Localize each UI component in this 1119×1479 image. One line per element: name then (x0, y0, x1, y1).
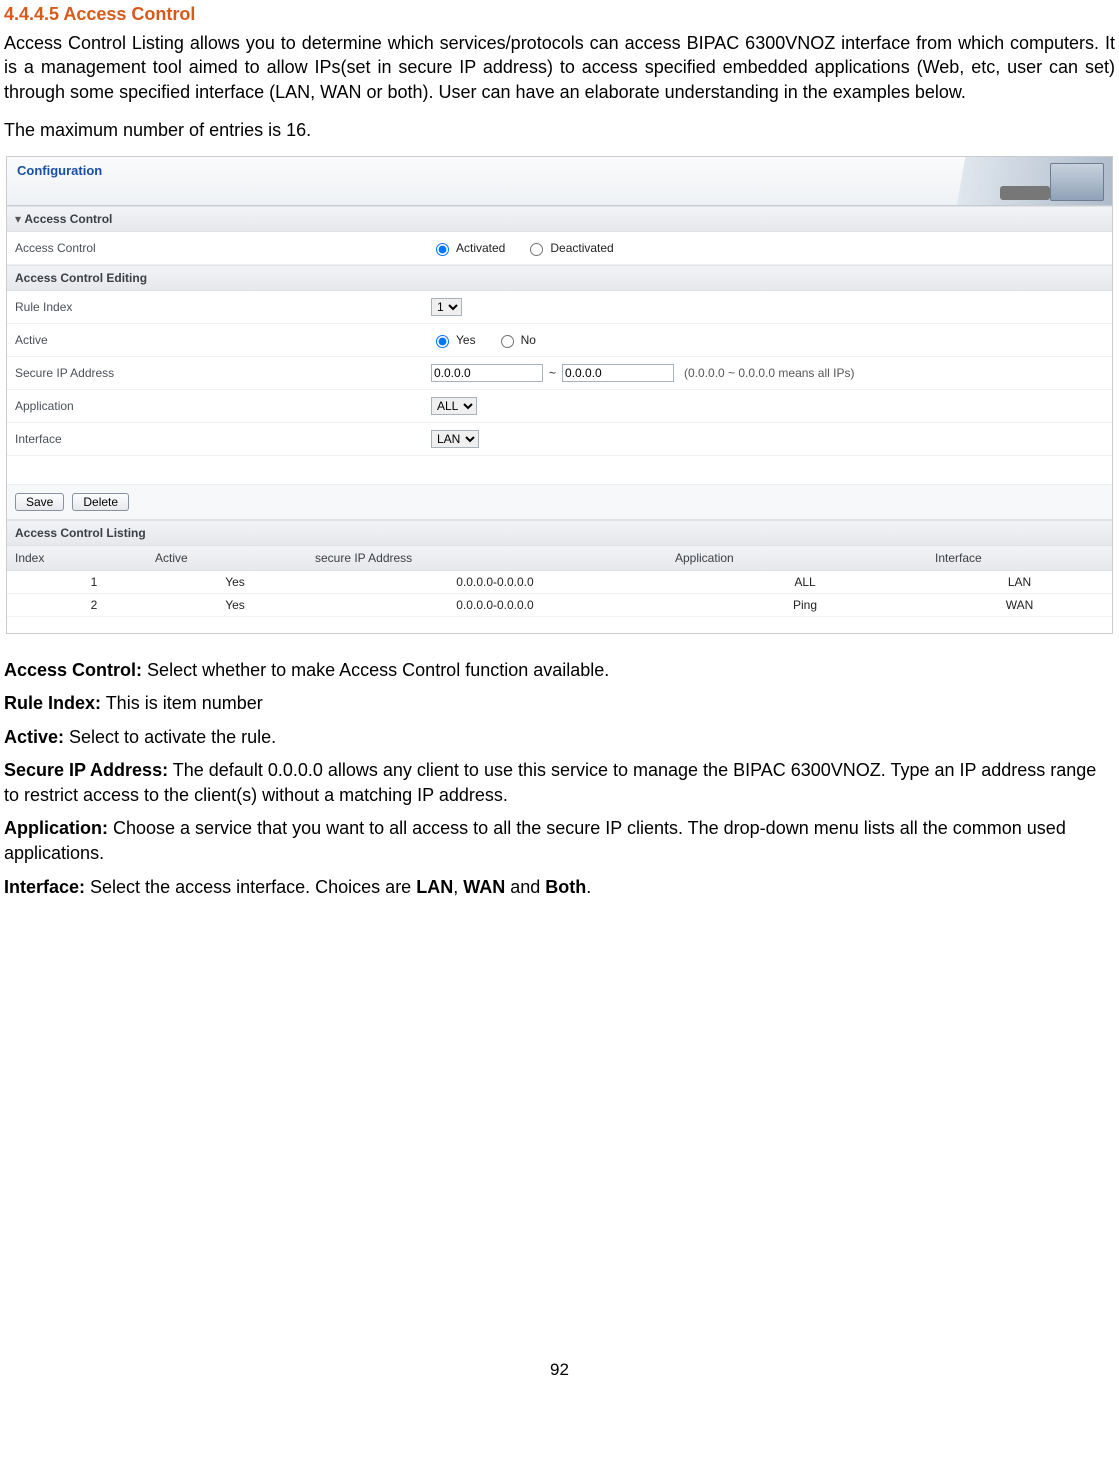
def-interface: Interface: Select the access interface. … (4, 875, 1115, 900)
cell-iface: WAN (935, 598, 1104, 612)
radio-activated-label: Activated (456, 241, 505, 255)
save-button[interactable]: Save (15, 493, 64, 511)
def-access-control-label: Access Control: (4, 660, 142, 680)
def-application-text: Choose a service that you want to all ac… (4, 818, 1066, 863)
row-access-control: Access Control Activated Deactivated (7, 232, 1112, 265)
intro-paragraph: Access Control Listing allows you to det… (4, 31, 1115, 104)
cell-app: ALL (675, 575, 935, 589)
def-secure-ip-label: Secure IP Address: (4, 760, 168, 780)
def-active: Active: Select to activate the rule. (4, 725, 1115, 750)
buttons-row: Save Delete (7, 485, 1112, 520)
row-application: Application ALL (7, 390, 1112, 423)
radio-deactivated-input[interactable] (530, 243, 543, 256)
panel-header-graphic (862, 157, 1112, 205)
def-application: Application: Choose a service that you w… (4, 816, 1115, 866)
col-interface: Interface (935, 551, 1104, 565)
page-number: 92 (4, 1360, 1115, 1380)
def-secure-ip: Secure IP Address: The default 0.0.0.0 a… (4, 758, 1115, 808)
col-secure-ip: secure IP Address (315, 551, 675, 565)
row-blank (7, 456, 1112, 485)
application-select[interactable]: ALL (431, 397, 477, 415)
row-active: Active Yes No (7, 324, 1112, 357)
col-index: Index (15, 551, 155, 565)
section-listing: Access Control Listing (7, 520, 1112, 546)
def-rule-index-text: This is item number (101, 693, 263, 713)
col-application: Application (675, 551, 935, 565)
radio-no[interactable]: No (496, 332, 536, 348)
def-interface-sep2: and (505, 877, 545, 897)
def-rule-index: Rule Index: This is item number (4, 691, 1115, 716)
max-entries-line: The maximum number of entries is 16. (4, 118, 1115, 142)
radio-activated[interactable]: Activated (431, 240, 505, 256)
ip-range-tilde: ~ (549, 366, 556, 380)
listing-header: Index Active secure IP Address Applicati… (7, 546, 1112, 571)
radio-deactivated[interactable]: Deactivated (525, 240, 613, 256)
col-active: Active (155, 551, 315, 565)
radio-no-label: No (521, 333, 536, 347)
secure-ip-from-input[interactable] (431, 364, 543, 382)
def-access-control: Access Control: Select whether to make A… (4, 658, 1115, 683)
label-access-control: Access Control (15, 241, 425, 255)
label-interface: Interface (15, 432, 425, 446)
rule-index-select[interactable]: 1 (431, 298, 462, 316)
label-rule-index: Rule Index (15, 300, 425, 314)
def-interface-wan: WAN (463, 877, 505, 897)
config-panel: Configuration Access Control Access Cont… (6, 156, 1113, 634)
def-interface-both: Both (545, 877, 586, 897)
radio-no-input[interactable] (501, 335, 514, 348)
def-interface-label: Interface: (4, 877, 85, 897)
secure-ip-hint: (0.0.0.0 ~ 0.0.0.0 means all IPs) (684, 366, 854, 380)
row-secure-ip: Secure IP Address ~ (0.0.0.0 ~ 0.0.0.0 m… (7, 357, 1112, 390)
radio-yes-input[interactable] (436, 335, 449, 348)
def-interface-pre: Select the access interface. Choices are (85, 877, 416, 897)
panel-header: Configuration (7, 157, 1112, 206)
cell-index: 2 (15, 598, 155, 612)
def-interface-post: . (586, 877, 591, 897)
row-rule-index: Rule Index 1 (7, 291, 1112, 324)
radio-yes[interactable]: Yes (431, 332, 476, 348)
label-application: Application (15, 399, 425, 413)
radio-yes-label: Yes (456, 333, 476, 347)
def-access-control-text: Select whether to make Access Control fu… (142, 660, 609, 680)
def-active-text: Select to activate the rule. (64, 727, 276, 747)
def-application-label: Application: (4, 818, 108, 838)
cell-active: Yes (155, 598, 315, 612)
def-interface-sep1: , (453, 877, 463, 897)
label-secure-ip: Secure IP Address (15, 366, 425, 380)
cell-ip: 0.0.0.0-0.0.0.0 (315, 598, 675, 612)
cell-active: Yes (155, 575, 315, 589)
section-access-control[interactable]: Access Control (7, 206, 1112, 232)
interface-select[interactable]: LAN (431, 430, 479, 448)
def-active-label: Active: (4, 727, 64, 747)
def-secure-ip-text: The default 0.0.0.0 allows any client to… (4, 760, 1096, 805)
label-active: Active (15, 333, 425, 347)
listing-padding (7, 617, 1112, 633)
cell-iface: LAN (935, 575, 1104, 589)
cell-index: 1 (15, 575, 155, 589)
listing-row: 1 Yes 0.0.0.0-0.0.0.0 ALL LAN (7, 571, 1112, 594)
section-editing: Access Control Editing (7, 265, 1112, 291)
radio-activated-input[interactable] (436, 243, 449, 256)
delete-button[interactable]: Delete (72, 493, 129, 511)
listing-row: 2 Yes 0.0.0.0-0.0.0.0 Ping WAN (7, 594, 1112, 617)
secure-ip-to-input[interactable] (562, 364, 674, 382)
cell-app: Ping (675, 598, 935, 612)
cell-ip: 0.0.0.0-0.0.0.0 (315, 575, 675, 589)
def-rule-index-label: Rule Index: (4, 693, 101, 713)
section-heading: 4.4.4.5 Access Control (4, 4, 1115, 25)
row-interface: Interface LAN (7, 423, 1112, 456)
def-interface-lan: LAN (416, 877, 453, 897)
radio-deactivated-label: Deactivated (550, 241, 613, 255)
